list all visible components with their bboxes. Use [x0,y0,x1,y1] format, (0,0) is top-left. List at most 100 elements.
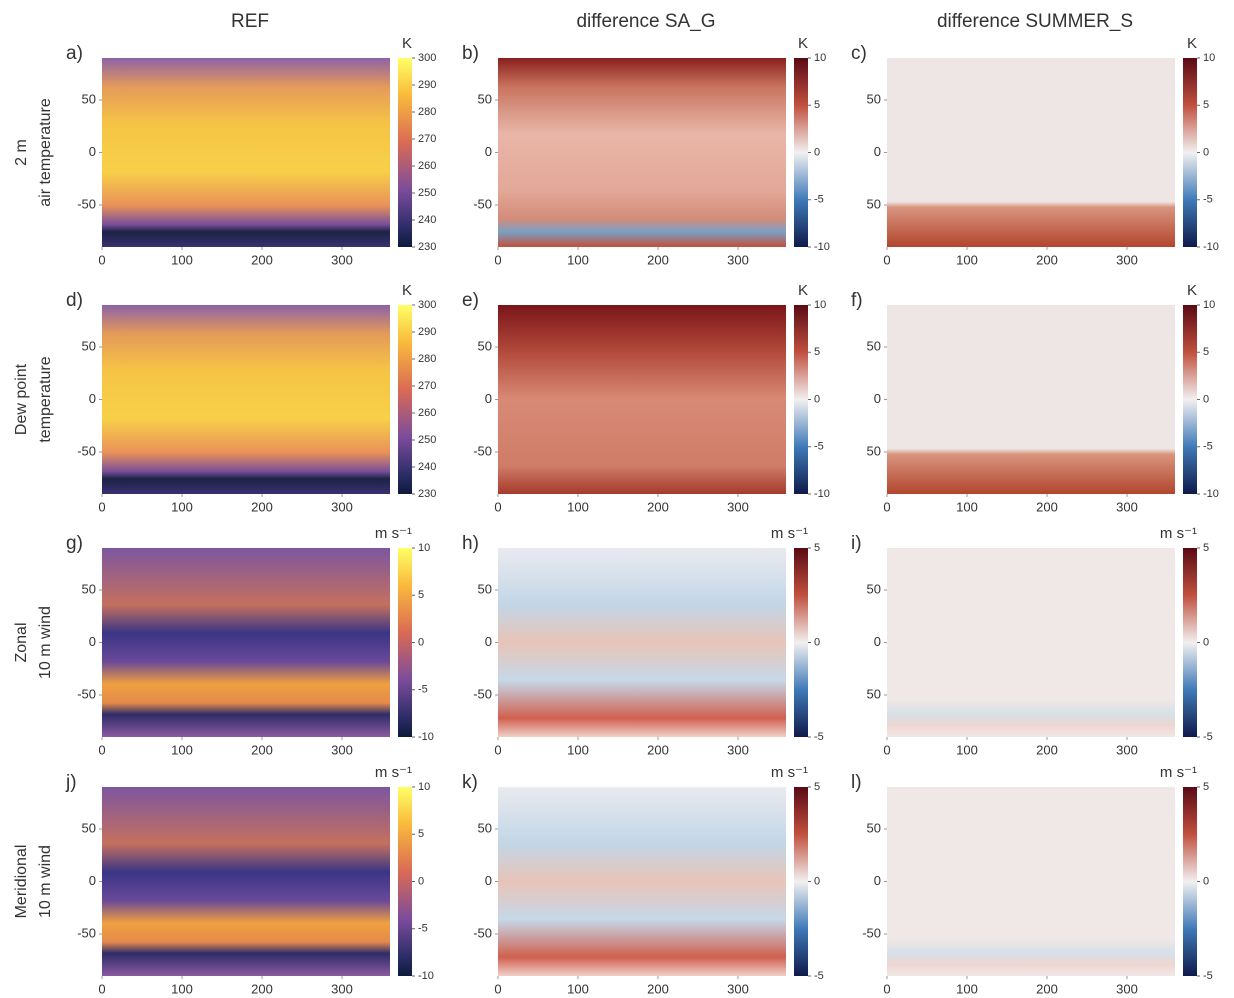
colorbar-tick-label: 5 [814,346,820,358]
colorbar-tick-label: -10 [418,970,434,982]
y-tick-label: 50 [867,686,881,701]
heatmap-field [102,548,390,737]
colorbar-tick-label: -5 [418,923,428,935]
y-tick-label: -50 [473,686,492,701]
heatmap-field [102,305,390,494]
colorbar-tick-label: 0 [418,636,424,648]
colorbar-tick-label: 5 [1203,542,1209,554]
x-tick-label: 0 [494,981,501,996]
heatmap-field [887,58,1175,247]
y-tick-label: -50 [473,925,492,940]
x-tick-label: 300 [727,981,749,996]
colorbar-unit: K [798,35,808,52]
colorbar-tick-label: 230 [418,488,436,500]
y-tick-label: 50 [82,820,96,835]
colorbar [1183,787,1197,976]
colorbar-tick-label: 0 [1203,393,1209,405]
x-tick-label: 100 [956,252,978,267]
y-tick-label: 50 [478,338,492,353]
colorbar-tick-label: -5 [1203,970,1213,982]
x-tick-label: 0 [98,742,105,757]
y-tick-label: 50 [478,581,492,596]
colorbar-tick-label: 260 [418,160,436,172]
colorbar [398,305,412,494]
colorbar-tick-label: -5 [814,441,824,453]
panel-label: k) [462,772,478,793]
x-tick-label: 300 [727,742,749,757]
colorbar-tick-label: 260 [418,407,436,419]
row-label: Dew point [13,363,30,435]
colorbar-tick-label: 10 [418,542,430,554]
panel-label: j) [65,772,77,793]
colorbar-tick-label: 5 [418,828,424,840]
colorbar-tick-label: -5 [814,194,824,206]
x-tick-label: 300 [331,499,353,514]
y-tick-label: 0 [485,634,492,649]
x-tick-label: 0 [883,981,890,996]
row-label: Meridional [13,845,30,919]
colorbar-tick-label: -10 [1203,241,1219,253]
colorbar-tick-label: 0 [814,146,820,158]
x-tick-label: 300 [331,981,353,996]
row-label: 10 m wind [37,845,54,918]
colorbar-tick-label: 280 [418,353,436,365]
colorbar-tick-label: -5 [418,684,428,696]
x-tick-label: 100 [956,742,978,757]
colorbar [398,58,412,247]
x-tick-label: 300 [331,742,353,757]
colorbar [794,787,808,976]
colorbar-tick-label: 0 [418,875,424,887]
colorbar-tick-label: 300 [418,52,436,64]
row-label: 2 m [13,139,30,166]
y-tick-label: -50 [473,196,492,211]
heatmap-field [498,58,786,247]
y-tick-label: 50 [478,820,492,835]
panel-label: b) [462,43,479,64]
colorbar-tick-label: 0 [814,875,820,887]
colorbar-tick-label: 10 [814,52,826,64]
panel-label: c) [851,43,867,64]
colorbar-tick-label: 5 [1203,781,1209,793]
colorbar-tick-label: 0 [814,393,820,405]
x-tick-label: 0 [494,742,501,757]
colorbar-tick-label: 5 [1203,346,1209,358]
colorbar-unit: K [1187,282,1197,299]
colorbar-unit: K [798,282,808,299]
colorbar-tick-label: 250 [418,434,436,446]
x-tick-label: 100 [956,499,978,514]
colorbar-unit: m s⁻¹ [771,764,808,781]
colorbar-unit: m s⁻¹ [1160,764,1197,781]
heatmap-field [887,787,1175,976]
colorbar-tick-label: 5 [814,99,820,111]
heatmap-field [887,305,1175,494]
colorbar-tick-label: 0 [1203,875,1209,887]
x-tick-label: 200 [1036,742,1058,757]
colorbar [794,548,808,737]
colorbar-tick-label: 0 [1203,146,1209,158]
x-tick-label: 300 [1116,742,1138,757]
colorbar-tick-label: 0 [814,636,820,648]
x-tick-label: 100 [567,499,589,514]
x-tick-label: 200 [647,742,669,757]
heatmap-field [498,305,786,494]
colorbar-tick-label: 240 [418,461,436,473]
x-tick-label: 200 [647,499,669,514]
colorbar-tick-label: -5 [1203,731,1213,743]
x-tick-label: 0 [883,499,890,514]
colorbar-unit: m s⁻¹ [375,764,412,781]
y-tick-label: 0 [874,144,881,159]
y-tick-label: 50 [867,581,881,596]
y-tick-label: 0 [89,634,96,649]
colorbar-tick-label: -10 [418,731,434,743]
x-tick-label: 0 [494,499,501,514]
x-tick-label: 200 [1036,252,1058,267]
y-tick-label: 0 [89,391,96,406]
y-tick-label: -50 [77,925,96,940]
colorbar-tick-label: -5 [814,731,824,743]
x-tick-label: 200 [251,742,273,757]
x-tick-label: 0 [883,252,890,267]
panel-label: g) [66,533,83,554]
y-tick-label: 50 [82,581,96,596]
y-tick-label: 0 [485,873,492,888]
